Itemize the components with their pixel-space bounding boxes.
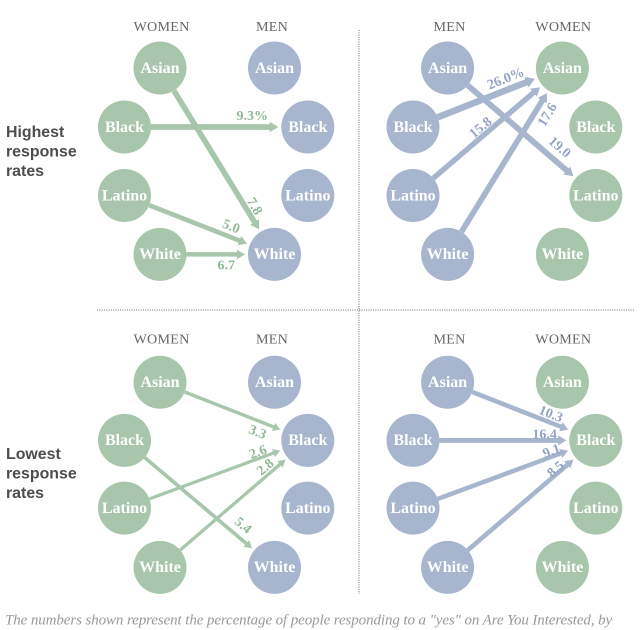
svg-text:9.1: 9.1 [541,442,563,462]
svg-text:White: White [254,246,296,263]
svg-text:MEN: MEN [256,332,288,348]
svg-text:rates: rates [6,485,44,502]
svg-text:9.3%: 9.3% [236,109,268,124]
svg-text:The numbers shown represent th: The numbers shown represent the percenta… [5,613,613,629]
svg-text:Asian: Asian [140,60,179,77]
svg-text:WOMEN: WOMEN [535,332,591,348]
svg-text:MEN: MEN [256,19,288,35]
svg-text:Latino: Latino [285,500,330,517]
svg-text:Asian: Asian [428,374,467,391]
svg-text:16.4: 16.4 [532,428,557,443]
svg-text:White: White [139,246,181,263]
svg-text:Black: Black [576,432,615,449]
svg-text:Asian: Asian [428,60,467,77]
svg-text:Asian: Asian [140,374,179,391]
svg-text:Black: Black [105,432,144,449]
svg-text:response: response [6,144,77,161]
svg-text:Asian: Asian [543,374,582,391]
svg-text:Lowest: Lowest [6,446,61,463]
svg-text:White: White [427,246,469,263]
svg-text:Black: Black [576,119,615,136]
svg-text:Latino: Latino [573,187,618,204]
svg-text:White: White [427,559,469,576]
svg-text:rates: rates [6,163,44,180]
svg-text:White: White [254,559,296,576]
svg-text:Highest: Highest [6,124,65,141]
svg-text:6.7: 6.7 [217,258,235,273]
svg-text:Black: Black [393,119,432,136]
svg-text:Latino: Latino [102,187,147,204]
svg-text:3.3: 3.3 [246,423,268,443]
svg-text:White: White [139,559,181,576]
svg-text:Asian: Asian [255,374,294,391]
svg-text:Black: Black [288,119,327,136]
svg-text:MEN: MEN [433,332,465,348]
svg-text:MEN: MEN [433,19,465,35]
svg-text:Asian: Asian [543,60,582,77]
svg-text:2.6: 2.6 [247,443,269,463]
svg-text:Latino: Latino [102,500,147,517]
svg-text:Latino: Latino [285,187,330,204]
svg-text:Black: Black [288,432,327,449]
svg-text:Latino: Latino [573,500,618,517]
svg-text:Latino: Latino [390,500,435,517]
svg-text:Black: Black [393,432,432,449]
svg-text:White: White [542,559,584,576]
svg-text:Black: Black [105,119,144,136]
svg-text:Asian: Asian [255,60,294,77]
svg-text:WOMEN: WOMEN [535,19,591,35]
svg-text:response: response [6,466,77,483]
svg-text:WOMEN: WOMEN [133,19,189,35]
svg-text:Latino: Latino [390,187,435,204]
svg-text:5.0: 5.0 [220,217,242,237]
svg-text:White: White [542,246,584,263]
svg-text:WOMEN: WOMEN [133,332,189,348]
